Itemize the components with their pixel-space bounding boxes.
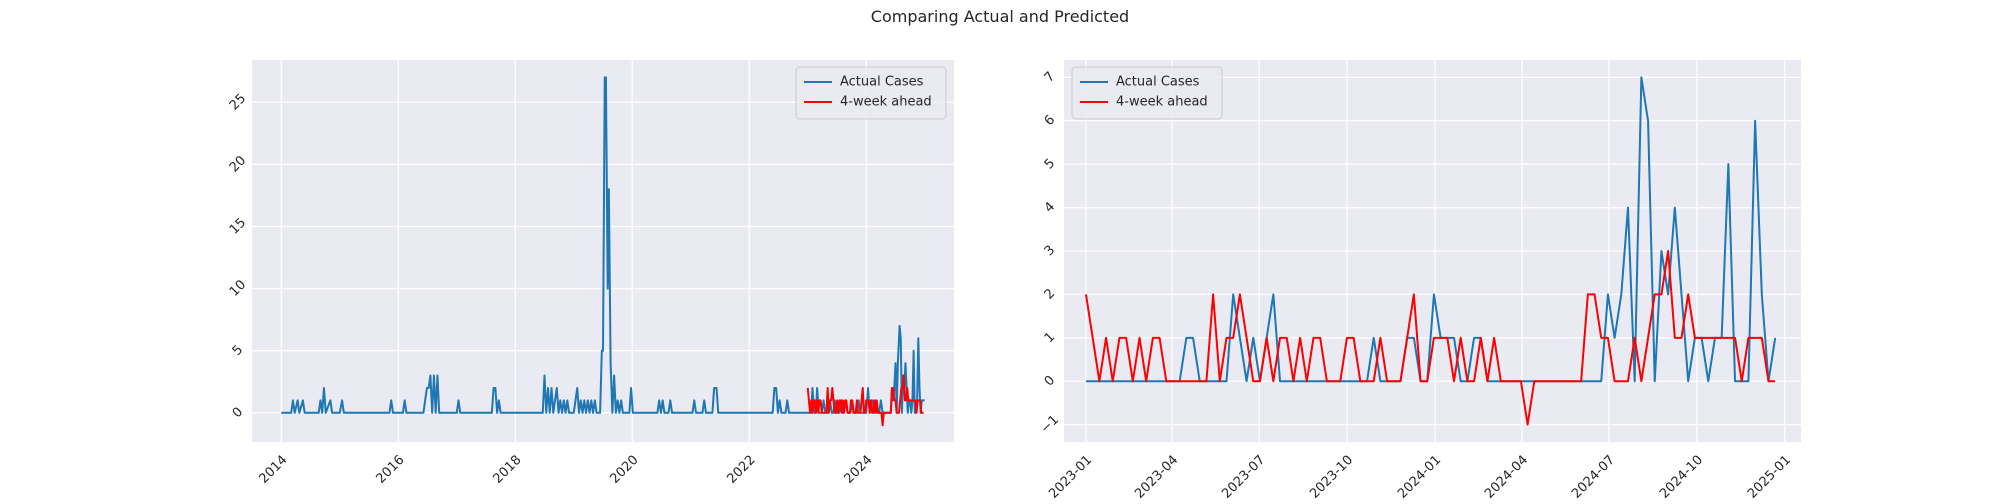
legend-label: Actual Cases [1116,75,1200,90]
y-tick-label: 10 [227,277,249,299]
y-tick-label: 20 [227,153,249,175]
x-tick-label: 2025-01 [1745,453,1794,500]
x-tick-label: 2023-10 [1307,453,1356,500]
y-tick-label: 15 [227,215,249,237]
legend: Actual Cases 4-week ahead [795,66,947,120]
y-tick-label: −1 [1038,413,1062,437]
y-tick-label: 0 [230,405,246,421]
legend: Actual Cases 4-week ahead [1071,66,1223,120]
x-tick-label: 2024-04 [1482,453,1531,500]
legend-label: 4-week ahead [840,95,932,110]
x-tick-label: 2016 [374,453,408,487]
x-tick-label: 2024-10 [1657,453,1706,500]
y-tick-label: 1 [1042,330,1058,346]
y-tick-label: 6 [1042,113,1058,129]
x-tick-label: 2023-07 [1219,453,1268,500]
legend-label: 4-week ahead [1116,95,1208,110]
series-line-predicted [806,374,924,427]
figure-title: Comparing Actual and Predicted [870,7,1130,26]
y-tick-label: 5 [1042,156,1058,172]
series-line-actual [1085,76,1777,383]
y-tick-label: 0 [1042,373,1058,389]
y-tick-label: 25 [227,91,249,113]
chart-panel-1: 2014 2016 2018 2020 2022 2024 0 5 10 15 20 25 Actual… [227,60,954,487]
y-tick-label: 3 [1042,243,1058,259]
legend-label: Actual Cases [840,75,924,90]
x-tick-label: 2024-07 [1569,453,1618,500]
x-tick-label: 2024-01 [1395,453,1444,500]
y-tick-label: 2 [1042,286,1058,302]
x-tick-label: 2022 [725,453,759,487]
series-line-predicted [1085,250,1776,426]
x-tick-label: 2020 [608,453,642,487]
y-tick-label: 5 [230,342,246,358]
x-tick-label: 2024 [842,453,876,487]
y-tick-label: 4 [1042,199,1058,215]
x-tick-label: 2023-04 [1132,453,1181,500]
y-tick-label: 7 [1042,69,1058,85]
legend-box [795,66,947,120]
x-tick-label: 2014 [257,453,291,487]
x-tick-label: 2023-01 [1046,453,1095,500]
x-tick-label: 2018 [491,453,525,487]
legend-box [1071,66,1223,120]
chart-panel-2: 2023-01 2023-04 2023-07 2023-10 2024-01 2024-… [1038,60,1801,502]
